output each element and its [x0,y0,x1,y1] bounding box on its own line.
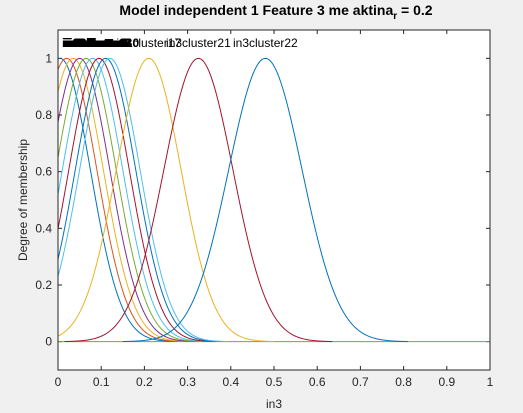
y-axis-label: Degree of membership [16,139,30,261]
x-tick-label: 0.5 [266,375,283,389]
x-tick-label: 0.1 [93,375,110,389]
x-tick-label: 0.9 [438,375,455,389]
membership-curve-in3cluster5 [57,57,204,343]
x-tick-label: 1 [487,375,494,389]
chart-title-tail: = 0.2 [397,2,433,18]
axes-box [57,29,491,371]
membership-curve-in3cluster4 [57,57,198,343]
y-tick-label: 1 [45,51,52,65]
membership-curve-in3cluster7 [57,57,217,343]
curve-label-in3cluster1: in3cluster1 [62,36,126,50]
x-tick-group: 0 0.1 0.2 0.3 0.4 0.5 0.6 0.7 0.8 0.9 1 [55,30,494,389]
membership-curve-in3cluster22 [122,57,408,343]
curve-label-in3cluster21: in3cluster21 [166,36,231,50]
curve-label-in3cluster3: in3cluster3 [64,36,128,50]
curve-label-in3cluster4: in3cluster4 [65,36,129,50]
curve-label-in3cluster2: in3cluster2 [63,36,127,50]
membership-curve-in3cluster10 [57,57,228,343]
x-tick-label: 0 [55,375,62,389]
y-tick-label: 0.4 [35,221,52,235]
chart-title-main: Model independent 1 Feature 3 me aktina [119,2,393,18]
curve-label-in3cluster17: in3cluster17 [116,36,181,50]
x-tick-label: 0.2 [136,375,153,389]
x-tick-label: 0.3 [179,375,196,389]
curve-label-in3cluster8: in3cluster8 [68,36,132,50]
chart-title-subscript: r [393,11,397,22]
curve-label-in3cluster5: in3cluster5 [66,36,130,50]
x-tick-label: 0.8 [395,375,412,389]
x-tick-label: 0.6 [309,375,326,389]
membership-curve-in3cluster8 [57,57,224,343]
chart-title: Model independent 1 Feature 3 me aktinar… [119,2,432,22]
membership-curve-in3cluster21 [64,57,333,343]
plot-area [58,30,490,370]
curve-label-group: in3cluster1in3cluster2in3cluster3in3clus… [62,36,298,50]
x-tick-label: 0.4 [222,375,239,389]
membership-curve-in3cluster17 [57,57,275,343]
curve-group [57,57,490,343]
curve-label-in3cluster6: in3cluster6 [67,36,131,50]
y-tick-label: 0.8 [35,108,52,122]
membership-curve-in3cluster1 [57,57,178,343]
x-tick-label: 0.7 [352,375,369,389]
y-tick-label: 0.6 [35,165,52,179]
curve-label-in3cluster22: in3cluster22 [233,36,298,50]
membership-curve-in3cluster6 [57,57,211,343]
y-tick-label: 0.2 [35,278,52,292]
y-tick-label: 0 [45,335,52,349]
membership-curve-in3cluster3 [57,57,191,343]
membership-curve-in3cluster2 [57,57,185,343]
x-axis-label: in3 [266,397,282,411]
curve-label-in3cluster10: in3cluster10 [69,36,139,50]
curve-label-in3cluster7: in3cluster7 [67,36,131,50]
